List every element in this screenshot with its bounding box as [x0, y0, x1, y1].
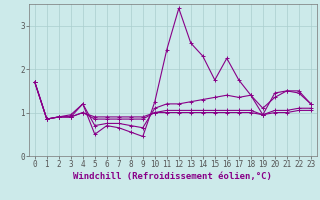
- X-axis label: Windchill (Refroidissement éolien,°C): Windchill (Refroidissement éolien,°C): [73, 172, 272, 181]
